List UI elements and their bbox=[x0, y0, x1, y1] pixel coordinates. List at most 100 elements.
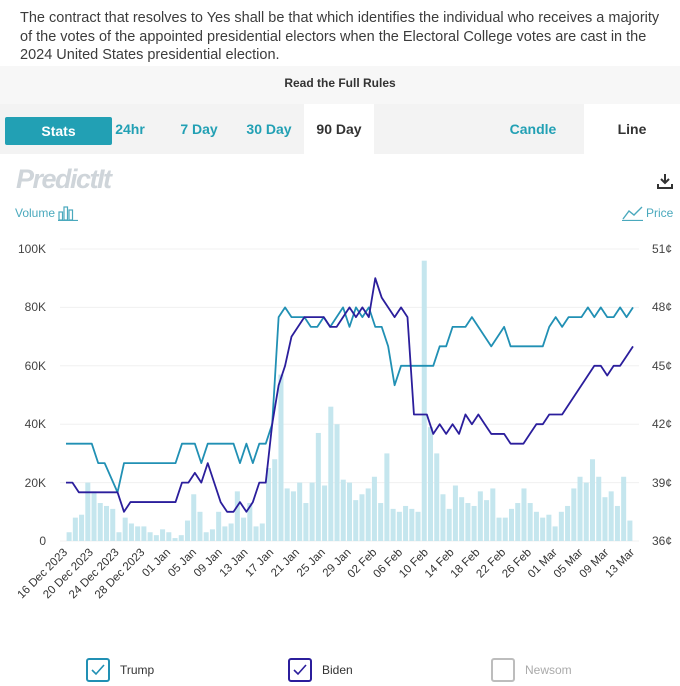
volume-bar bbox=[596, 476, 602, 541]
volume-bar bbox=[527, 503, 533, 541]
volume-bar bbox=[85, 482, 91, 541]
volume-bar bbox=[278, 374, 284, 541]
volume-bar bbox=[496, 517, 502, 541]
volume-bar bbox=[571, 488, 577, 541]
y-right-tick-label: 39¢ bbox=[652, 475, 673, 490]
legend-newsom-label: Newsom bbox=[525, 663, 572, 677]
legend-trump-label: Trump bbox=[120, 663, 155, 677]
volume-bar bbox=[346, 482, 353, 541]
chart-tab-bar: Stats 24hr 7 Day 30 Day 90 Day Candle Li… bbox=[0, 104, 680, 154]
check-icon bbox=[293, 664, 307, 676]
y-right-tick-label: 36¢ bbox=[652, 534, 673, 548]
volume-bar bbox=[378, 503, 384, 541]
legend-biden-label: Biden bbox=[322, 663, 353, 677]
volume-bar bbox=[434, 453, 440, 541]
volume-bar bbox=[178, 535, 184, 541]
volume-bar bbox=[502, 517, 508, 541]
y-left-tick-label: 60K bbox=[24, 358, 46, 373]
volume-bar bbox=[334, 424, 340, 541]
volume-bar bbox=[322, 485, 328, 541]
download-icon[interactable] bbox=[656, 172, 674, 190]
volume-bar bbox=[614, 505, 620, 541]
volume-bar bbox=[558, 511, 564, 541]
read-full-rules-link[interactable]: Read the Full Rules bbox=[284, 76, 396, 90]
newsom-checkbox[interactable] bbox=[491, 658, 515, 682]
y-right-tick-label: 48¢ bbox=[652, 300, 673, 315]
volume-bar bbox=[533, 511, 539, 541]
volume-bar bbox=[552, 526, 558, 541]
volume-bar bbox=[72, 517, 78, 541]
volume-bar bbox=[602, 497, 608, 541]
volume-bar bbox=[191, 494, 197, 541]
volume-bar bbox=[365, 488, 371, 541]
trump-checkbox[interactable] bbox=[86, 658, 110, 682]
volume-bar bbox=[309, 482, 315, 541]
volume-bar bbox=[297, 482, 303, 541]
volume-bar bbox=[627, 520, 633, 541]
volume-bar bbox=[427, 427, 434, 541]
volume-bar bbox=[228, 523, 234, 541]
tab-stats[interactable]: Stats bbox=[5, 117, 112, 145]
volume-bar bbox=[216, 511, 222, 541]
tab-24hr[interactable]: 24hr bbox=[115, 121, 145, 137]
volume-bar bbox=[459, 497, 465, 541]
volume-bar bbox=[353, 500, 359, 541]
volume-bar bbox=[390, 508, 396, 541]
tab-90-day[interactable]: 90 Day bbox=[304, 104, 374, 154]
volume-bar bbox=[589, 459, 596, 541]
tab-7-day[interactable]: 7 Day bbox=[180, 121, 218, 137]
tab-line[interactable]: Line bbox=[584, 104, 680, 154]
y-left-tick-label: 80K bbox=[24, 300, 46, 315]
volume-bar bbox=[303, 503, 309, 541]
volume-bar bbox=[608, 491, 614, 541]
volume-bar bbox=[234, 491, 240, 541]
volume-bar bbox=[340, 479, 346, 541]
chart-area bbox=[0, 154, 680, 686]
volume-bar bbox=[91, 491, 97, 541]
volume-bar bbox=[141, 526, 147, 541]
volume-bar bbox=[328, 406, 334, 541]
tab-candle[interactable]: Candle bbox=[509, 121, 557, 137]
volume-bar bbox=[409, 508, 415, 541]
y-right-tick-label: 42¢ bbox=[652, 417, 673, 432]
y-left-tick-label: 20K bbox=[24, 475, 46, 490]
volume-bar bbox=[421, 260, 427, 541]
y-right-tick-label: 51¢ bbox=[652, 242, 673, 256]
tab-30-day[interactable]: 30 Day bbox=[246, 121, 292, 137]
volume-bar bbox=[110, 508, 116, 541]
y-right-tick-label: 45¢ bbox=[652, 358, 673, 373]
volume-bar bbox=[272, 459, 278, 541]
volume-bar bbox=[515, 503, 521, 541]
volume-bar bbox=[583, 482, 589, 541]
volume-bar bbox=[415, 511, 421, 541]
volume-bar bbox=[184, 520, 191, 541]
price-axis-label: Price bbox=[646, 206, 674, 220]
volume-bar bbox=[384, 453, 390, 541]
volume-bar bbox=[471, 505, 477, 541]
line-chart-icon[interactable] bbox=[622, 205, 644, 221]
biden-checkbox[interactable] bbox=[288, 658, 312, 682]
trump-price-line bbox=[66, 306, 634, 494]
volume-bar bbox=[290, 491, 296, 541]
volume-bar bbox=[103, 505, 110, 541]
volume-bar bbox=[116, 532, 122, 541]
volume-bar bbox=[540, 517, 546, 541]
volume-bar bbox=[203, 532, 209, 541]
volume-bar bbox=[253, 526, 259, 541]
volume-bar bbox=[490, 488, 496, 541]
volume-bar bbox=[160, 529, 166, 541]
rules-bar bbox=[0, 66, 680, 104]
bar-chart-icon[interactable] bbox=[58, 205, 78, 221]
volume-bar bbox=[621, 476, 627, 541]
volume-bar bbox=[122, 517, 128, 541]
volume-bar bbox=[222, 526, 228, 541]
volume-bar bbox=[166, 532, 172, 541]
volume-bar bbox=[452, 485, 458, 541]
volume-bar bbox=[153, 535, 159, 541]
volume-bar bbox=[477, 491, 483, 541]
volume-bar bbox=[128, 523, 134, 541]
volume-bar bbox=[147, 532, 153, 541]
y-left-tick-label: 40K bbox=[24, 417, 46, 432]
volume-bar bbox=[446, 508, 452, 541]
